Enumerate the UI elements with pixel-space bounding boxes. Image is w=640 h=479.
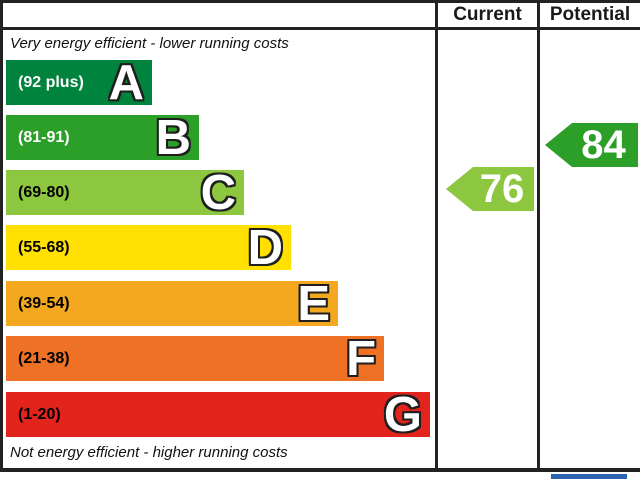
table-border-bottom (0, 468, 640, 472)
current-rating-arrow: 76 (446, 167, 534, 211)
band-d: (55-68) D (6, 221, 291, 275)
band-f: (21-38) F (6, 332, 384, 386)
band-f-range: (21-38) (18, 349, 70, 367)
column-header-potential: Potential (549, 4, 631, 25)
caption-most-efficient: Very energy efficient - lower running co… (10, 35, 289, 52)
band-b-letter: B (155, 111, 191, 165)
potential-rating-value: 84 (581, 122, 626, 167)
column-divider-potential (537, 0, 540, 472)
caption-least-efficient: Not energy efficient - higher running co… (10, 444, 288, 461)
header-divider-line (0, 27, 640, 30)
band-a-letter: A (108, 56, 144, 110)
band-e-letter: E (297, 277, 330, 331)
current-rating-value: 76 (479, 166, 525, 211)
band-c-letter: C (200, 166, 236, 220)
band-g-range: (1-20) (18, 405, 61, 423)
band-b: (81-91) B (6, 111, 199, 165)
band-a: (92 plus) A (6, 56, 152, 110)
band-c: (69-80) C (6, 166, 244, 220)
partial-next-chart-element (551, 474, 627, 479)
band-a-range: (92 plus) (18, 73, 84, 91)
band-g-letter: G (383, 388, 422, 442)
table-border-left (0, 0, 3, 472)
band-c-range: (69-80) (18, 183, 70, 201)
band-d-range: (55-68) (18, 238, 70, 256)
band-g: (1-20) G (6, 388, 430, 442)
band-f-letter: F (346, 332, 376, 386)
table-border-top (0, 0, 640, 3)
band-e: (39-54) E (6, 277, 338, 331)
column-header-current: Current (453, 4, 522, 25)
band-e-range: (39-54) (18, 294, 70, 312)
band-b-range: (81-91) (18, 128, 70, 146)
band-d-letter: D (247, 221, 283, 275)
column-divider-current (435, 0, 438, 472)
potential-rating-arrow: 84 (545, 123, 638, 167)
